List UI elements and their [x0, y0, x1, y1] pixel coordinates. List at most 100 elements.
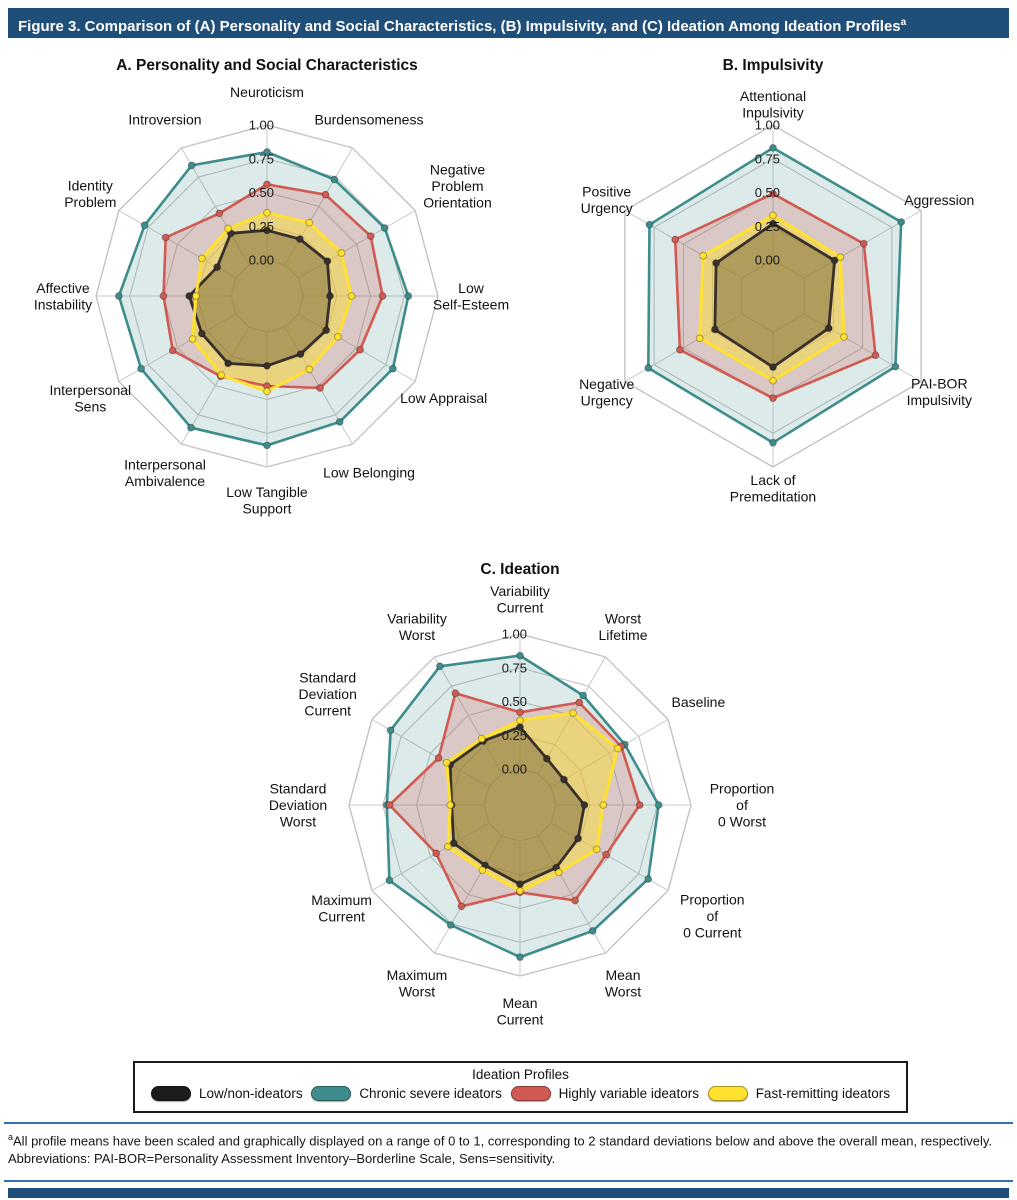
data-point — [224, 359, 233, 368]
data-point — [378, 292, 387, 300]
data-point — [769, 219, 777, 228]
footnote-superscript: a — [8, 1132, 14, 1142]
data-point — [316, 384, 325, 392]
legend: Ideation Profiles Low/non-ideators Chroni… — [133, 1061, 908, 1113]
axis-label: Maximum Worst — [387, 967, 448, 1000]
data-point — [516, 716, 524, 725]
data-point — [442, 758, 451, 767]
legend-swatch — [707, 1086, 748, 1101]
data-point — [213, 263, 222, 272]
legend-item: Chronic severe ideators — [311, 1086, 502, 1101]
axis-label: Aggression — [904, 192, 974, 208]
data-point — [366, 232, 375, 241]
data-point — [386, 726, 395, 735]
axis-label: Mean Worst — [605, 967, 641, 1000]
data-point — [644, 875, 653, 883]
data-point — [712, 259, 720, 268]
data-point — [436, 662, 444, 671]
data-point — [335, 418, 344, 426]
axis-label: Introversion — [128, 111, 201, 127]
grid-spoke — [297, 210, 416, 279]
data-point — [769, 363, 777, 372]
data-point — [263, 148, 271, 156]
axis-label: Burdensomeness — [315, 111, 424, 127]
legend-swatch — [311, 1086, 352, 1101]
data-point — [321, 190, 330, 199]
tick-label: 0.50 — [502, 694, 527, 709]
data-point — [296, 350, 305, 359]
axis-label: Variability Current — [490, 583, 550, 616]
tick-label: 0.50 — [755, 185, 780, 200]
axis-label: Low Belonging — [323, 465, 415, 481]
axis-label: Neuroticism — [230, 84, 304, 100]
data-point — [769, 211, 777, 220]
data-point — [305, 218, 314, 227]
data-point — [385, 876, 394, 885]
data-point — [140, 221, 149, 230]
data-point — [897, 218, 906, 226]
figure-title-bar: Figure 3. Comparison of (A) Personality … — [8, 8, 1009, 38]
data-point — [192, 292, 200, 300]
data-point — [404, 292, 413, 300]
grid-spoke — [803, 313, 922, 382]
tick-label: 0.75 — [755, 151, 780, 166]
data-point — [187, 161, 196, 170]
series-fill-2 — [389, 693, 640, 907]
series-fill-3 — [192, 212, 352, 392]
tick-label: 0.00 — [502, 762, 527, 777]
data-point — [432, 849, 441, 858]
data-point — [137, 364, 146, 373]
series-fill-1 — [386, 655, 659, 958]
divider-bottom — [4, 1180, 1013, 1182]
tick-label: 1.00 — [249, 118, 274, 133]
data-point — [824, 324, 833, 333]
axis-label: Worst Lifetime — [598, 610, 647, 643]
data-point — [769, 438, 777, 447]
chart-title: C. Ideation — [480, 561, 559, 578]
data-point — [347, 292, 356, 300]
footnote-abbreviations: Abbreviations: PAI-BOR=Personality Asses… — [8, 1151, 556, 1167]
axis-label: Low Self-Esteem — [433, 280, 509, 313]
radar-chart-personality-social: 1.00 0.75 0.50 0.25 0.00 Neuroticism Burdensom… — [34, 57, 509, 516]
data-point — [185, 292, 194, 300]
radar-chart-ideation: 1.00 0.75 0.50 0.25 0.00 Variability Current Wo… — [269, 561, 774, 1027]
data-point — [198, 329, 206, 338]
series-fill-3 — [446, 713, 618, 891]
data-point — [569, 709, 577, 717]
axis-label: Low Appraisal — [400, 390, 487, 406]
data-point — [859, 239, 868, 248]
data-point — [449, 839, 458, 848]
data-point — [516, 953, 524, 961]
series-fill-0 — [714, 223, 835, 368]
radar-chart-impulsivity: 1.00 0.75 0.50 0.25 0.00 Attentional Inpulsivi… — [579, 57, 974, 504]
axis-label: Standard Deviation Worst — [269, 781, 327, 830]
legend-title: Ideation Profiles — [472, 1067, 569, 1082]
data-point — [380, 224, 389, 232]
footnote-scaling-text: All profile means have been scaled and g… — [13, 1133, 992, 1149]
data-point — [457, 902, 466, 911]
series-fill-0 — [450, 727, 585, 885]
data-point — [560, 775, 568, 784]
data-point — [580, 801, 589, 809]
data-point — [323, 257, 332, 266]
axis-label: Negative Problem Orientation — [423, 162, 491, 211]
axis-label: Positive Urgency — [581, 184, 633, 217]
data-point — [571, 896, 579, 905]
legend-item-label: Fast-remitting ideators — [755, 1086, 890, 1101]
data-point — [446, 801, 455, 809]
legend-items: Low/non-ideators Chronic severe ideators H… — [135, 1082, 906, 1101]
data-point — [579, 691, 588, 700]
data-point — [159, 292, 168, 300]
data-point — [305, 365, 314, 374]
series-fill-3 — [699, 215, 844, 381]
data-point — [769, 144, 777, 152]
legend-item: Low/non-ideators — [151, 1086, 303, 1101]
radar-charts-canvas: 1.00 0.75 0.50 0.25 0.00 Neuroticism Burdensom… — [34, 57, 975, 1027]
grid-spoke — [181, 326, 250, 445]
divider-top — [4, 1122, 1013, 1124]
axis-label: Standard Deviation Current — [299, 670, 357, 719]
data-point — [840, 333, 848, 341]
tick-label: 0.00 — [755, 253, 780, 268]
axis-label: Identity Problem — [64, 178, 116, 211]
data-point — [602, 850, 610, 859]
